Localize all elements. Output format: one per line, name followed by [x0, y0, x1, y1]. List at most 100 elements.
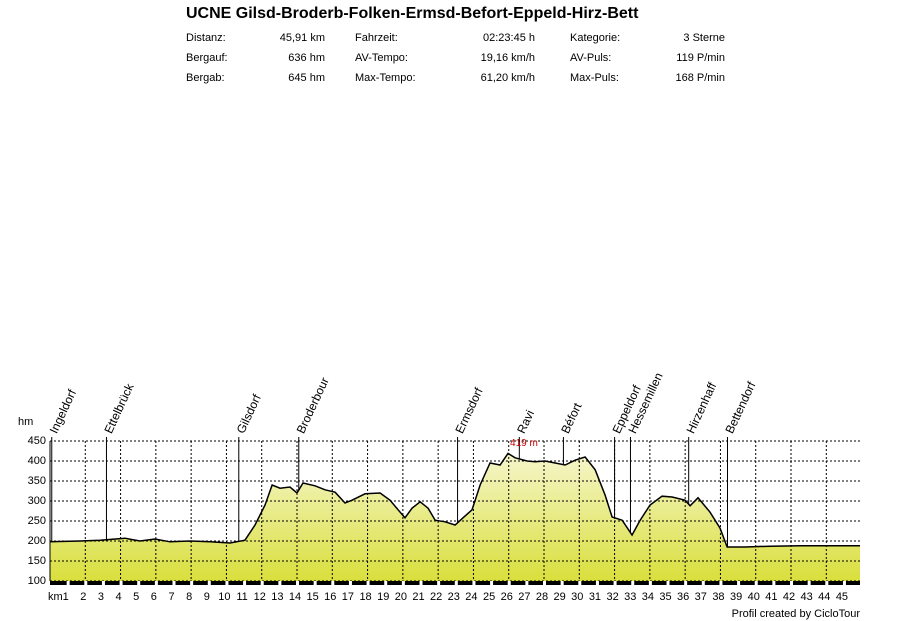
x-tick-label: 20: [395, 591, 407, 603]
x-tick-label: 8: [186, 591, 192, 603]
km-bar-gap: [507, 581, 511, 585]
y-tick-label: 350: [28, 475, 46, 487]
x-tick-label: 23: [448, 591, 460, 603]
stat-value: 645 hm: [288, 72, 325, 84]
y-tick-label: 400: [28, 455, 46, 467]
stat-label: Distanz:: [186, 32, 226, 44]
waypoint-label: Ermsdorf: [452, 385, 486, 436]
x-tick-label: 33: [624, 591, 636, 603]
x-tick-label: 43: [801, 591, 813, 603]
x-tick-label: 17: [342, 591, 354, 603]
x-tick-label: 12: [254, 591, 266, 603]
x-tick-label: 16: [324, 591, 336, 603]
x-tick-label: 45: [836, 591, 848, 603]
km-bar-gap: [825, 581, 829, 585]
km-bar-gap: [207, 581, 211, 585]
km-bar-gap: [84, 581, 88, 585]
x-tick-label: 39: [730, 591, 742, 603]
x-tick-label: 13: [271, 591, 283, 603]
x-tick-label: 42: [783, 591, 795, 603]
km-bar-gap: [419, 581, 423, 585]
y-tick-label: 250: [28, 515, 46, 527]
stat-label: Bergab:: [186, 72, 225, 84]
km-bar-gap: [154, 581, 158, 585]
km-bar-gap: [719, 581, 723, 585]
waypoint-label: Ettelbrück: [101, 380, 137, 435]
km-bar-gap: [172, 581, 176, 585]
x-tick-label: 3: [98, 591, 104, 603]
x-tick-label: 30: [571, 591, 583, 603]
x-tick-label: 9: [204, 591, 210, 603]
y-tick-label: 150: [28, 555, 46, 567]
km-bar-gap: [243, 581, 247, 585]
x-tick-label: 34: [642, 591, 654, 603]
km-bar-gap: [684, 581, 688, 585]
stat-label: Max-Tempo:: [355, 72, 416, 84]
x-tick-label: 10: [218, 591, 230, 603]
stat-value: 61,20 km/h: [481, 72, 535, 84]
km-bar-gap: [454, 581, 458, 585]
x-axis-label: km: [48, 591, 63, 603]
y-tick-label: 200: [28, 535, 46, 547]
km-bar-gap: [313, 581, 317, 585]
x-tick-label: 41: [765, 591, 777, 603]
stat-label: Kategorie:: [570, 32, 620, 44]
x-tick-label: 40: [748, 591, 760, 603]
x-tick-label: 5: [133, 591, 139, 603]
waypoint-label: Gilsdorf: [234, 392, 264, 436]
km-bar-gap: [348, 581, 352, 585]
stat-value: 168 P/min: [675, 72, 725, 84]
x-tick-label: 44: [818, 591, 830, 603]
stat-label: Fahrzeit:: [355, 32, 398, 44]
waypoint-label: Broderbour: [294, 375, 332, 435]
km-bar-gap: [807, 581, 811, 585]
y-tick-label: 300: [28, 495, 46, 507]
km-bar-gap: [525, 581, 529, 585]
stat-value: 119 P/min: [676, 52, 725, 64]
x-tick-label: 27: [518, 591, 530, 603]
x-tick-label: 35: [659, 591, 671, 603]
x-tick-label: 11: [236, 591, 247, 603]
x-tick-label: 32: [606, 591, 618, 603]
x-tick-label: 25: [483, 591, 495, 603]
km-bar-gap: [190, 581, 194, 585]
max-annotation: 419 m: [510, 438, 538, 449]
km-bar-gap: [260, 581, 264, 585]
y-tick-label: 450: [28, 435, 46, 447]
km-bar-gap: [560, 581, 564, 585]
y-axis-label: hm: [18, 416, 33, 428]
km-bar-gap: [754, 581, 758, 585]
stat-value: 3 Sterne: [683, 32, 725, 44]
km-bar-gap: [578, 581, 582, 585]
x-tick-label: 2: [80, 591, 86, 603]
x-tick-label: 37: [695, 591, 707, 603]
x-tick-label: 7: [168, 591, 174, 603]
km-bar-gap: [366, 581, 370, 585]
x-tick-label: 26: [501, 591, 513, 603]
x-tick-label: 36: [677, 591, 689, 603]
x-tick-label: 28: [536, 591, 548, 603]
x-tick-label: 24: [465, 591, 477, 603]
x-tick-label: 38: [712, 591, 724, 603]
km-bar-gap: [66, 581, 70, 585]
stat-label: Max-Puls:: [570, 72, 619, 84]
km-bar-gap: [772, 581, 776, 585]
profile-line: [49, 452, 860, 548]
stat-value: 45,91 km: [280, 32, 325, 44]
km-bar-gap: [101, 581, 105, 585]
stat-value: 636 hm: [288, 52, 325, 64]
stat-label: AV-Puls:: [570, 52, 611, 64]
km-bar-gap: [737, 581, 741, 585]
km-bar-gap: [648, 581, 652, 585]
x-tick-label: 18: [359, 591, 371, 603]
waypoint-label: Bettendorf: [722, 379, 758, 436]
km-bar-gap: [842, 581, 846, 585]
stat-label: Bergauf:: [186, 52, 228, 64]
km-bar-gap: [331, 581, 335, 585]
km-bar-gap: [401, 581, 405, 585]
km-bar-gap: [296, 581, 300, 585]
km-bar-gap: [137, 581, 141, 585]
km-bar-gap: [790, 581, 794, 585]
stat-value: 19,16 km/h: [481, 52, 535, 64]
